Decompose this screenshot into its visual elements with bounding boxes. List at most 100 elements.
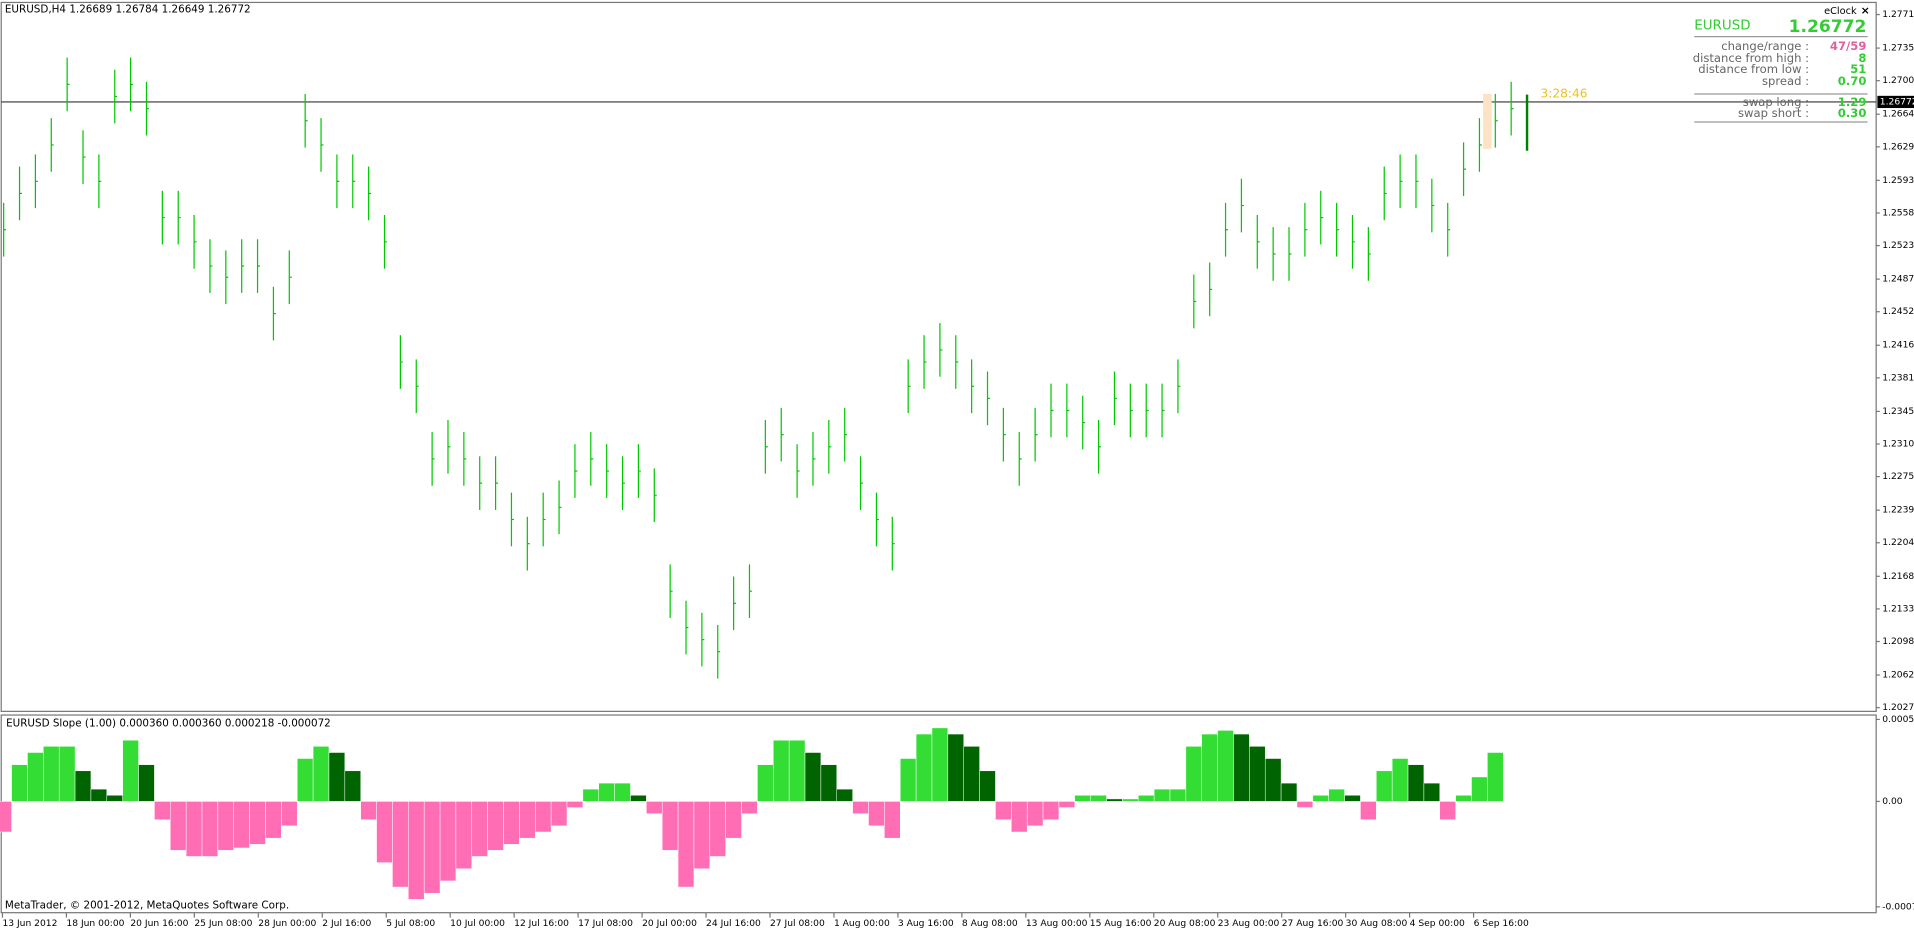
info-label: spread : <box>1762 74 1809 88</box>
price-bar <box>717 624 721 679</box>
slope-bar <box>1280 782 1298 802</box>
eclock-price: 1.26772 <box>1789 17 1867 37</box>
price-bar <box>1431 178 1435 233</box>
slope-bar <box>122 739 139 802</box>
slope-bar <box>1264 758 1282 802</box>
y-tick-label: 1.22040 <box>1882 538 1914 548</box>
slope-bar <box>312 746 330 802</box>
x-tick-label: 30 Aug 08:00 <box>1346 919 1408 929</box>
y-tick-label: 0.00056 <box>1882 715 1914 725</box>
price-bar <box>558 480 562 535</box>
price-bar <box>288 250 292 305</box>
x-tick-label: 12 Jul 16:00 <box>514 919 569 929</box>
slope-bar <box>1360 801 1377 820</box>
price-bar <box>304 93 308 148</box>
readout: 0.000218 <box>225 718 274 730</box>
price-bar <box>1351 215 1355 269</box>
x-tick-label: 23 Aug 00:00 <box>1218 919 1280 929</box>
price-bar <box>526 516 530 571</box>
slope-bar <box>661 801 679 851</box>
price-bar <box>907 359 911 414</box>
price-bar <box>399 335 403 389</box>
slope-bar <box>185 801 203 857</box>
price-bar <box>193 215 197 269</box>
slope-bar <box>0 801 12 833</box>
indicator-header: EURUSD Slope (1.00) 0.000360 0.000360 0.… <box>6 718 331 730</box>
close: 1.26772 <box>208 4 251 16</box>
price-bar <box>50 118 54 172</box>
readout: -0.000072 <box>278 718 331 730</box>
slope-bar <box>1169 788 1187 802</box>
y-tick-label: 0.00 <box>1882 797 1903 807</box>
price-bar <box>1240 178 1244 233</box>
slope-bar <box>43 746 60 802</box>
slope-bar <box>265 801 282 839</box>
price-bar <box>1288 227 1292 281</box>
slope-bar <box>281 801 298 827</box>
footer: MetaTrader, © 2001-2012, MetaQuotes Soft… <box>5 899 289 911</box>
price-bar <box>859 456 864 510</box>
readout: 0.000360 <box>172 718 221 730</box>
eclock-title: eClock <box>1824 6 1857 17</box>
slope-bar <box>328 752 346 802</box>
slope-bar <box>582 788 599 802</box>
x-tick-label: 17 Jul 08:00 <box>578 919 633 929</box>
y-tick-label: 1.23810 <box>1882 373 1914 383</box>
slope-bar <box>90 788 108 802</box>
x-tick-label: 20 Jun 16:00 <box>130 919 188 929</box>
y-tick-label: 1.24160 <box>1882 341 1914 351</box>
x-tick-label: 8 Aug 08:00 <box>962 919 1018 929</box>
price-bar <box>114 69 118 124</box>
slope-bar <box>138 764 155 802</box>
slope-bar <box>566 801 584 808</box>
price-bar <box>986 371 990 426</box>
price-bar <box>66 57 70 112</box>
slope-bar <box>931 727 949 802</box>
high: 1.26784 <box>115 4 158 16</box>
price-bar <box>431 432 435 486</box>
price-bar <box>272 286 276 341</box>
price-bar <box>494 456 499 510</box>
slope-bar <box>820 764 838 802</box>
slope-bar <box>1201 733 1218 802</box>
y-tick-label: 1.21330 <box>1882 604 1914 614</box>
info-value: 47/59 <box>1830 39 1866 53</box>
y-tick-label: 1.25230 <box>1882 241 1914 251</box>
slope-bar <box>947 733 964 802</box>
y-tick-label: 1.24520 <box>1882 307 1914 317</box>
price-bar <box>606 444 610 498</box>
slope-bar <box>11 764 28 802</box>
slope-bar <box>884 801 901 839</box>
price-bar <box>1510 81 1514 136</box>
slope-bar <box>503 801 520 845</box>
price-bar <box>1272 227 1276 281</box>
price-bar <box>923 335 927 389</box>
price-bar <box>1018 432 1022 486</box>
price-bar <box>590 432 594 486</box>
price-bar <box>1050 383 1054 438</box>
price-bar <box>352 154 356 209</box>
price-bar <box>209 239 213 293</box>
x-tick-label: 13 Jun 2012 <box>2 919 57 929</box>
price-bar <box>844 407 848 462</box>
slope-bar <box>106 795 123 802</box>
price-bar <box>1002 407 1006 462</box>
slope-bar <box>249 801 266 845</box>
slope-bar <box>836 788 853 802</box>
slope-bar <box>852 801 869 814</box>
slope-bar <box>979 770 996 802</box>
slope-bar <box>693 801 711 870</box>
price-bar <box>368 166 372 221</box>
slope-bar <box>709 801 726 857</box>
price-bar <box>621 456 625 510</box>
price-bar <box>939 323 943 377</box>
slope-bar <box>1391 758 1409 802</box>
price-bar <box>1082 395 1086 450</box>
eclock-close[interactable]: × <box>1861 4 1870 17</box>
price-bar <box>1383 166 1387 221</box>
price-bar <box>1066 383 1070 438</box>
x-tick-label: 5 Jul 08:00 <box>386 919 435 929</box>
y-tick-label: 1.23450 <box>1882 407 1914 417</box>
slope-bar <box>233 801 250 849</box>
y-tick-label: 1.27710 <box>1882 10 1914 20</box>
